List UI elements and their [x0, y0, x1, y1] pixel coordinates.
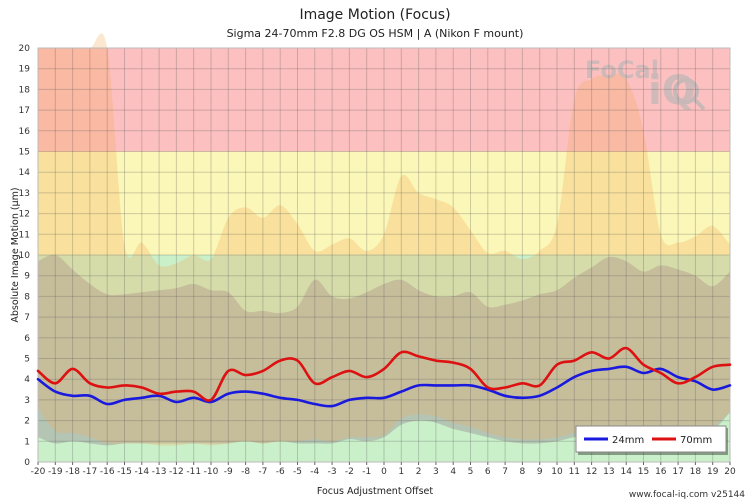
x-tick-label: 19: [707, 467, 719, 477]
footer-badge: www.focal-iq.com v25144: [629, 487, 750, 500]
x-tick-label: 11: [569, 467, 580, 477]
y-tick-label: 12: [19, 210, 30, 220]
x-tick-label: 8: [520, 467, 526, 477]
y-axis-label: Absolute Image Motion (µm): [10, 187, 21, 322]
y-tick-label: 13: [19, 189, 30, 199]
x-tick-label: -8: [241, 467, 250, 477]
x-tick-label: 1: [398, 467, 404, 477]
x-tick-label: 12: [586, 467, 597, 477]
y-tick-label: 5: [24, 355, 30, 365]
y-tick-label: 4: [24, 375, 30, 385]
x-tick-label: 18: [690, 467, 702, 477]
legend-label-70mm: 70mm: [680, 435, 712, 446]
footer-text: www.focal-iq.com v25144: [629, 490, 745, 500]
x-tick-label: -15: [117, 467, 132, 477]
svg-text:iQ: iQ: [648, 68, 696, 114]
x-tick-label: -16: [100, 467, 115, 477]
legend: 24mm 70mm: [575, 425, 728, 455]
x-tick-label: -4: [310, 467, 319, 477]
x-tick-label: 2: [416, 467, 422, 477]
y-tick-label: 1: [24, 437, 30, 447]
x-tick-label: 20: [724, 467, 736, 477]
x-tick-label: 5: [468, 467, 474, 477]
x-tick-label: -9: [224, 467, 233, 477]
y-tick-label: 17: [19, 106, 30, 116]
y-tick-label: 10: [19, 251, 31, 261]
series-line-70mm: [36, 346, 732, 402]
x-tick-label: 17: [672, 467, 683, 477]
x-tick-label: 15: [638, 467, 649, 477]
series-lines: [36, 346, 732, 408]
series-line-24mm: [36, 365, 732, 408]
x-tick-label: -5: [293, 467, 302, 477]
x-tick-label: 13: [603, 467, 614, 477]
x-tick-label: -17: [83, 467, 98, 477]
y-tick-label: 0: [24, 458, 30, 468]
x-tick-label: 4: [450, 467, 456, 477]
x-axis-ticks: -20 -19 -18 -17 -16 -15 -14 -13 -12 -11 -10 -9 -8 -7-…: [31, 462, 736, 477]
y-tick-label: 16: [19, 127, 31, 137]
y-tick-label: 9: [24, 272, 30, 282]
grid: [37, 47, 731, 463]
x-tick-label: -14: [134, 467, 149, 477]
y-tick-label: 7: [24, 313, 30, 323]
x-tick-label: -3: [328, 467, 337, 477]
y-tick-label: 15: [19, 148, 30, 158]
x-tick-label: 7: [502, 467, 508, 477]
y-tick-label: 11: [19, 230, 30, 240]
x-tick-label: 3: [433, 467, 439, 477]
x-tick-label: 16: [655, 467, 667, 477]
x-tick-label: -11: [186, 467, 201, 477]
y-tick-label: 3: [24, 396, 30, 406]
x-tick-label: -12: [169, 467, 184, 477]
x-tick-label: 6: [485, 467, 491, 477]
y-tick-label: 19: [19, 65, 31, 75]
x-tick-label: -7: [258, 467, 267, 477]
x-tick-label: -19: [48, 467, 63, 477]
x-tick-label: 14: [620, 467, 632, 477]
y-tick-label: 8: [24, 292, 30, 302]
zone-2: [38, 48, 730, 152]
logo: FoCal iQ: [585, 56, 706, 114]
x-tick-label: -10: [204, 467, 219, 477]
chart-title: Image Motion (Focus): [299, 7, 450, 23]
y-tick-label: 6: [24, 334, 30, 344]
logo-text: FoCal: [585, 56, 659, 84]
y-tick-label: 2: [24, 417, 30, 427]
x-tick-label: -1: [362, 467, 371, 477]
y-tick-label: 18: [19, 85, 31, 95]
x-tick-label: 10: [551, 467, 563, 477]
y-tick-label: 20: [19, 44, 31, 54]
x-tick-label: 9: [537, 467, 543, 477]
band-0: [38, 254, 730, 446]
range-bands: [38, 33, 730, 446]
x-tick-label: -13: [152, 467, 167, 477]
x-tick-label: -18: [65, 467, 80, 477]
chart-subtitle: Sigma 24-70mm F2.8 DG OS HSM | A (Nikon …: [227, 27, 524, 40]
x-tick-label: -20: [31, 467, 46, 477]
zone-1: [38, 151, 730, 255]
y-tick-label: 14: [19, 168, 31, 178]
x-tick-label: -2: [345, 467, 354, 477]
legend-label-24mm: 24mm: [612, 435, 644, 446]
band-1: [38, 33, 730, 446]
magnifier-icon: [673, 78, 706, 111]
x-tick-label: -6: [276, 467, 285, 477]
x-axis-label: Focus Adjustment Offset: [317, 486, 434, 497]
x-tick-label: 0: [381, 467, 387, 477]
